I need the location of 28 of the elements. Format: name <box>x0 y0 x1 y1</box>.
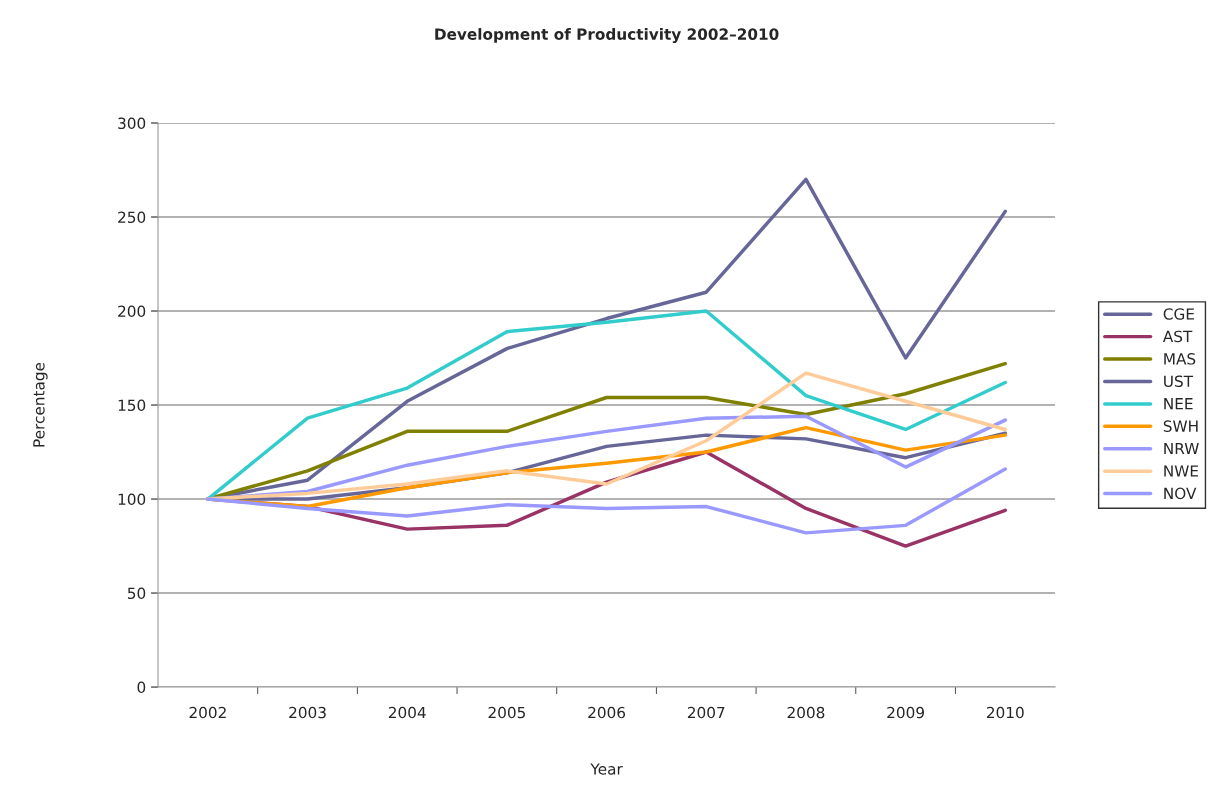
y-tick-label: 200 <box>118 305 146 318</box>
legend-label: NEE <box>1164 398 1193 410</box>
y-tick-label: 50 <box>127 587 146 600</box>
x-tick-label: 2005 <box>488 706 525 719</box>
x-axis-title: Year <box>590 763 623 775</box>
y-axis-title: Percentage <box>33 362 48 447</box>
y-tick-label: 100 <box>118 493 146 506</box>
y-tick-label: 250 <box>118 211 146 224</box>
x-tick-label: 2004 <box>388 706 426 719</box>
legend-label: UST <box>1164 375 1194 388</box>
x-tick-label: 2002 <box>189 706 226 719</box>
x-tick-label: 2008 <box>787 706 825 719</box>
x-tick-label: 2006 <box>588 706 626 719</box>
legend-label: MAS <box>1164 353 1196 365</box>
legend-label: CGE <box>1163 308 1194 320</box>
chart-title: Development of Productivity 2002–2010 <box>435 28 779 43</box>
x-tick-label: 2007 <box>687 706 725 719</box>
legend-label: NWE <box>1164 465 1199 477</box>
legend-label: AST <box>1162 330 1193 343</box>
x-tick-label: 2010 <box>986 706 1024 719</box>
legend-label: NRW <box>1164 442 1199 455</box>
y-tick-label: 300 <box>118 117 146 130</box>
y-tick-label: 150 <box>118 399 146 412</box>
x-tick-label: 2009 <box>887 706 924 719</box>
x-tick-label: 2003 <box>289 706 326 719</box>
y-tick-label: 0 <box>137 681 146 694</box>
legend-label: SWH <box>1163 420 1198 432</box>
legend-label: NOV <box>1164 487 1197 500</box>
